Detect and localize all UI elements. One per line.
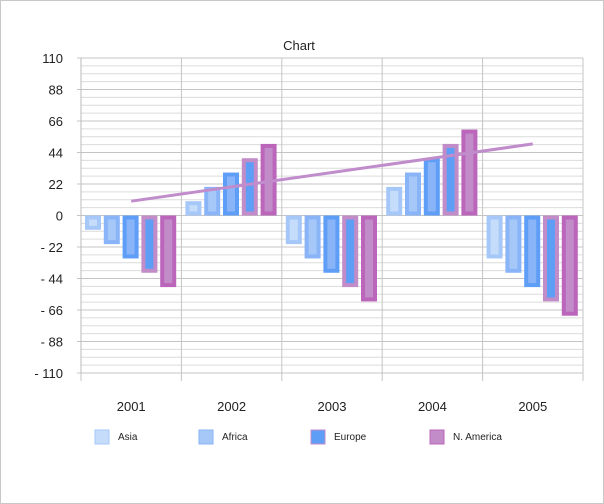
bar-inner-fill bbox=[189, 205, 198, 212]
legend-swatch bbox=[198, 429, 214, 445]
bar-inner-fill bbox=[227, 176, 235, 212]
bar-inner-fill bbox=[289, 219, 298, 241]
y-tick-label: - 66 bbox=[41, 303, 63, 318]
bar-inner-fill bbox=[107, 219, 116, 241]
y-tick-label: - 22 bbox=[41, 240, 63, 255]
bar-inner-fill bbox=[509, 219, 518, 269]
x-tick-label: 2001 bbox=[117, 399, 146, 414]
legend-label: N. America bbox=[453, 432, 502, 443]
legend-swatch bbox=[429, 429, 445, 445]
bar-inner-fill bbox=[327, 219, 336, 269]
bar-inner-fill bbox=[208, 190, 217, 212]
bar-inner-fill bbox=[365, 219, 373, 298]
y-tick-label: - 110 bbox=[34, 366, 63, 381]
y-tick-label: 88 bbox=[49, 83, 63, 98]
bar-inner-fill bbox=[409, 176, 417, 212]
x-tick-label: 2002 bbox=[217, 399, 246, 414]
bar-inner-fill bbox=[346, 219, 355, 284]
y-tick-label: 22 bbox=[49, 177, 63, 192]
y-tick-label: 66 bbox=[49, 114, 63, 129]
bar-inner-fill bbox=[465, 133, 474, 212]
bar-inner-fill bbox=[390, 190, 399, 212]
y-tick-label: - 44 bbox=[41, 272, 63, 287]
bar-inner-fill bbox=[547, 219, 555, 298]
bar-inner-fill bbox=[446, 147, 455, 212]
bar-inner-fill bbox=[308, 219, 317, 255]
legend-label: Europe bbox=[334, 432, 367, 443]
legend-label: Asia bbox=[118, 432, 138, 443]
bar-inner-fill bbox=[490, 219, 499, 255]
trend-line bbox=[130, 142, 534, 203]
chart-title: Chart bbox=[283, 38, 315, 53]
legend-swatch bbox=[310, 429, 326, 445]
y-tick-label: 0 bbox=[56, 209, 63, 224]
bar-inner-fill bbox=[528, 219, 537, 284]
bar-inner-fill bbox=[89, 219, 97, 226]
bar-inner-fill bbox=[427, 162, 436, 212]
legend-label: Africa bbox=[222, 432, 248, 443]
bar-inner-fill bbox=[264, 147, 273, 212]
y-tick-label: - 88 bbox=[41, 335, 63, 350]
bar-inner-fill bbox=[164, 219, 173, 284]
bar-inner-fill bbox=[565, 219, 574, 312]
x-tick-label: 2003 bbox=[318, 399, 347, 414]
x-tick-label: 2005 bbox=[518, 399, 547, 414]
bar-inner-fill bbox=[245, 162, 254, 212]
y-tick-label: 44 bbox=[49, 146, 63, 161]
bar-inner-fill bbox=[145, 219, 154, 269]
x-tick-label: 2004 bbox=[418, 399, 447, 414]
bar-inner-fill bbox=[126, 219, 135, 255]
y-tick-label: 110 bbox=[42, 51, 63, 66]
legend-swatch bbox=[94, 429, 110, 445]
